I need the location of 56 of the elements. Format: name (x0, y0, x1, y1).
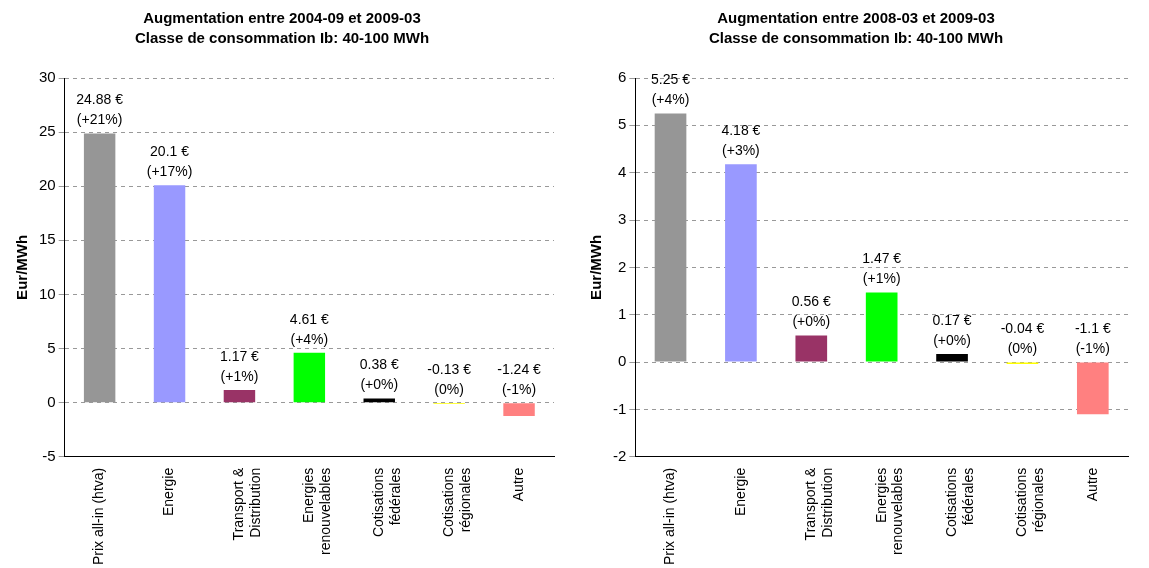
data-label: 0.56 € (+0%) (791, 293, 831, 330)
y-tick-label: 0 (47, 392, 56, 410)
data-label: -1.24 € (-1%) (497, 360, 542, 397)
x-tick-label: Energies renouvelables (300, 467, 333, 555)
y-tick-label: 6 (617, 68, 627, 86)
x-tick-label: Transport & Distribution (230, 467, 264, 541)
y-tick-label: -5 (42, 446, 56, 464)
y-tick-label: 15 (39, 230, 56, 248)
y-axis-title: Eur/MWh (13, 234, 31, 300)
data-label: 5.25 € (+4%) (651, 71, 691, 108)
y-tick-label: 1 (617, 304, 627, 322)
y-tick-label: 10 (39, 284, 56, 302)
bar (795, 335, 828, 362)
y-tick-label: -2 (612, 446, 627, 464)
data-label: 0.38 € (+0%) (359, 356, 399, 393)
y-tick-label: 5 (617, 115, 627, 133)
y-tick-label: 20 (39, 176, 56, 194)
data-label: 20.1 € (+17%) (146, 142, 193, 179)
chart-title: Augmentation entre 2008-03 et 2009-03 (717, 9, 995, 27)
bar (865, 292, 898, 362)
bar (293, 352, 326, 403)
y-tick-label: 5 (47, 338, 56, 356)
bar (725, 164, 757, 362)
y-axis-title: Eur/MWh (587, 234, 605, 300)
data-label: 4.61 € (+4%) (289, 310, 330, 347)
bar (936, 354, 968, 362)
data-label: -1.1 € (-1%) (1074, 319, 1111, 356)
chart-subtitle: Classe de consommation Ib: 40-100 MWh (134, 29, 430, 47)
y-tick-label: 0 (617, 352, 627, 370)
x-tick-label: Autre (1083, 467, 1100, 502)
x-tick-label: Autre (509, 467, 526, 502)
data-label: 24.88 € (+21%) (76, 91, 124, 128)
x-tick-label: Energies renouvelables (872, 467, 906, 555)
y-tick-label: 4 (617, 162, 627, 180)
y-tick-label: 3 (617, 210, 627, 228)
data-label: 4.18 € (+3%) (721, 122, 761, 159)
x-tick-label: Prix all-in (htva) (661, 467, 678, 566)
x-tick-label: Energie (731, 467, 748, 517)
bar (153, 185, 186, 403)
y-tick-label: 30 (39, 68, 56, 86)
bar (503, 403, 535, 417)
chart-title: Augmentation entre 2004-09 et 2009-03 (143, 9, 421, 27)
x-tick-label: Energie (160, 467, 177, 517)
x-tick-label: Transport & Distribution (802, 467, 835, 541)
data-label: 0.17 € (+0%) (932, 311, 972, 348)
chart-subtitle: Classe de consommation Ib: 40-100 MWh (708, 29, 1004, 47)
x-tick-label: Prix all-in (htva) (90, 467, 107, 566)
y-tick-label: -1 (612, 399, 627, 417)
bar (1076, 362, 1109, 415)
bar (223, 389, 256, 403)
data-label: -0.04 € (0%) (1000, 319, 1045, 356)
data-label: -0.13 € (0%) (427, 360, 472, 397)
y-tick-label: 2 (617, 257, 627, 275)
data-label: 1.17 € (+1%) (219, 347, 260, 384)
y-tick-label: 25 (39, 122, 56, 140)
data-label: 1.47 € (+1%) (862, 250, 902, 287)
